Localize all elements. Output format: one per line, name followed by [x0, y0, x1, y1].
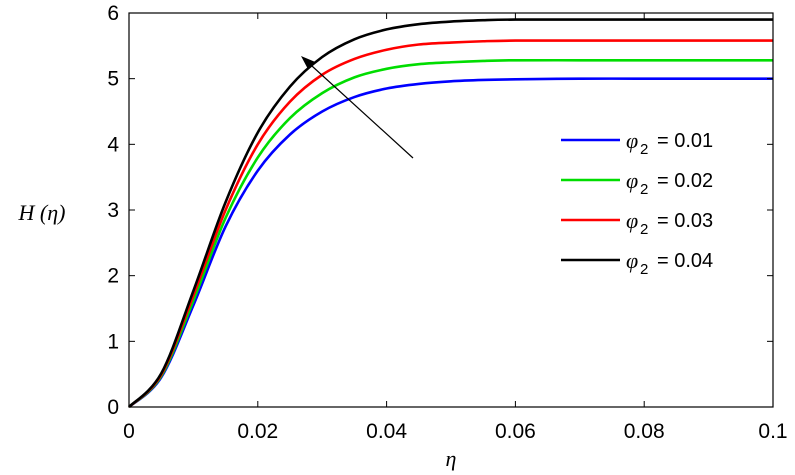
x-tick-label: 0.06 [495, 420, 536, 443]
legend-label: = 0.03 [657, 210, 713, 232]
x-tick-label: 0.08 [624, 420, 665, 443]
y-tick-label: 5 [107, 68, 119, 91]
legend-label: = 0.01 [657, 130, 713, 152]
legend-subscript: 2 [640, 221, 648, 238]
series-line-2 [128, 58, 773, 408]
x-tick-label: 0 [123, 420, 135, 443]
y-tick-label: 2 [107, 265, 119, 288]
legend-symbol: φ [626, 208, 638, 233]
y-tick-label: 3 [107, 199, 119, 222]
legend-subscript: 2 [640, 261, 648, 278]
legend-symbol: φ [626, 248, 638, 273]
series-layer [128, 18, 773, 409]
legend-subscript: 2 [640, 141, 648, 158]
x-tick-label: 0.1 [758, 420, 787, 443]
y-tick-label: 0 [107, 396, 119, 419]
legend-label: = 0.04 [657, 250, 713, 272]
y-tick-label: 6 [107, 2, 119, 25]
x-tick-label: 0.04 [366, 420, 407, 443]
legend-item-3: φ 2 = 0.03 [561, 208, 713, 238]
arrow-shaft [306, 61, 414, 159]
series-line-3 [128, 39, 773, 408]
legend-label: = 0.02 [657, 170, 713, 192]
legend-item-1: φ 2 = 0.01 [561, 128, 713, 158]
y-axis-label: H (η) [18, 200, 66, 225]
arrow-head [301, 56, 315, 70]
x-axis-label: η [446, 446, 457, 471]
series-line-1 [128, 77, 773, 409]
x-tick-label: 0.02 [237, 420, 278, 443]
legend-item-2: φ 2 = 0.02 [561, 168, 713, 198]
annotation-arrow [301, 56, 414, 159]
series-line-4 [128, 18, 773, 408]
legend-item-4: φ 2 = 0.04 [561, 248, 713, 278]
ticks-layer: 0 0.02 0.04 0.06 0.08 0.1 0 1 2 3 4 5 6 [107, 2, 787, 443]
legend: φ 2 = 0.01φ 2 = 0.02φ 2 = 0.03φ 2 = 0.04 [561, 128, 713, 278]
legend-symbol: φ [626, 128, 638, 153]
legend-subscript: 2 [640, 181, 648, 198]
y-tick-label: 1 [107, 330, 119, 353]
legend-symbol: φ [626, 168, 638, 193]
y-tick-label: 4 [107, 133, 119, 156]
